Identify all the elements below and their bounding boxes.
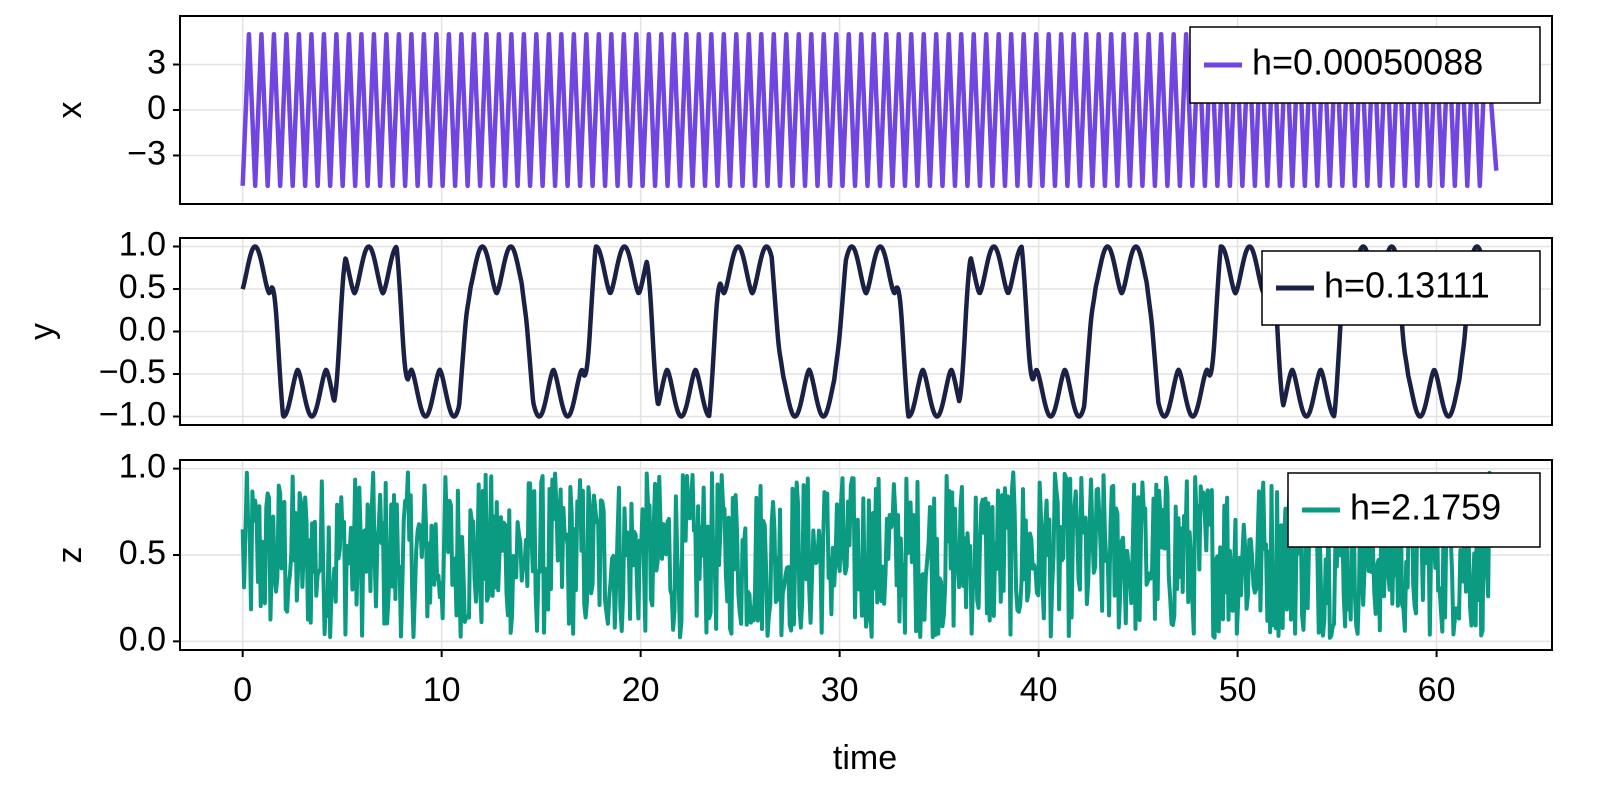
y-tick-label: 0.5 xyxy=(119,534,166,572)
y-tick-label: −1.0 xyxy=(99,395,166,433)
series-line xyxy=(240,244,1495,419)
y-tick-label: 0.5 xyxy=(119,268,166,306)
y-tick-label: 0.0 xyxy=(119,620,166,658)
y-tick-label: 3 xyxy=(147,44,166,82)
legend-label: h=0.00050088 xyxy=(1252,42,1483,83)
x-tick-label: 60 xyxy=(1418,671,1456,709)
y-tick-label: −0.5 xyxy=(99,353,166,391)
y-tick-label: 0 xyxy=(147,89,166,127)
x-tick-label: 10 xyxy=(423,671,461,709)
panel-z: 1.0 0.5 0.0 z h=2.1759 xyxy=(51,448,1553,658)
x-axis: 0 10 20 30 40 50 60 xyxy=(233,650,1456,709)
y-axis-label: x xyxy=(51,102,89,119)
x-tick-label: 40 xyxy=(1020,671,1058,709)
y-tick-label: 1.0 xyxy=(119,448,166,486)
y-tick-label: 1.0 xyxy=(119,225,166,263)
x-axis-label: time xyxy=(833,739,897,777)
legend-box xyxy=(1189,26,1541,104)
x-tick-label: 0 xyxy=(233,671,252,709)
legend-label: h=2.1759 xyxy=(1350,487,1501,528)
x-tick-label: 30 xyxy=(821,671,859,709)
y-axis-label: y xyxy=(23,323,61,340)
series-line xyxy=(240,470,1495,640)
x-tick-label: 50 xyxy=(1219,671,1257,709)
y-tick-label: 0.0 xyxy=(119,310,166,348)
legend-label: h=0.13111 xyxy=(1324,265,1490,306)
x-tick-label: 20 xyxy=(622,671,660,709)
panel-y: 1.0 0.5 0.0 −0.5 −1.0 y h=0.13111 xyxy=(23,225,1553,433)
y-tick-label: −3 xyxy=(127,134,166,172)
panel-x: 3 0 −3 x h=0.00050088 xyxy=(51,15,1553,205)
y-axis-label: z xyxy=(51,547,89,564)
